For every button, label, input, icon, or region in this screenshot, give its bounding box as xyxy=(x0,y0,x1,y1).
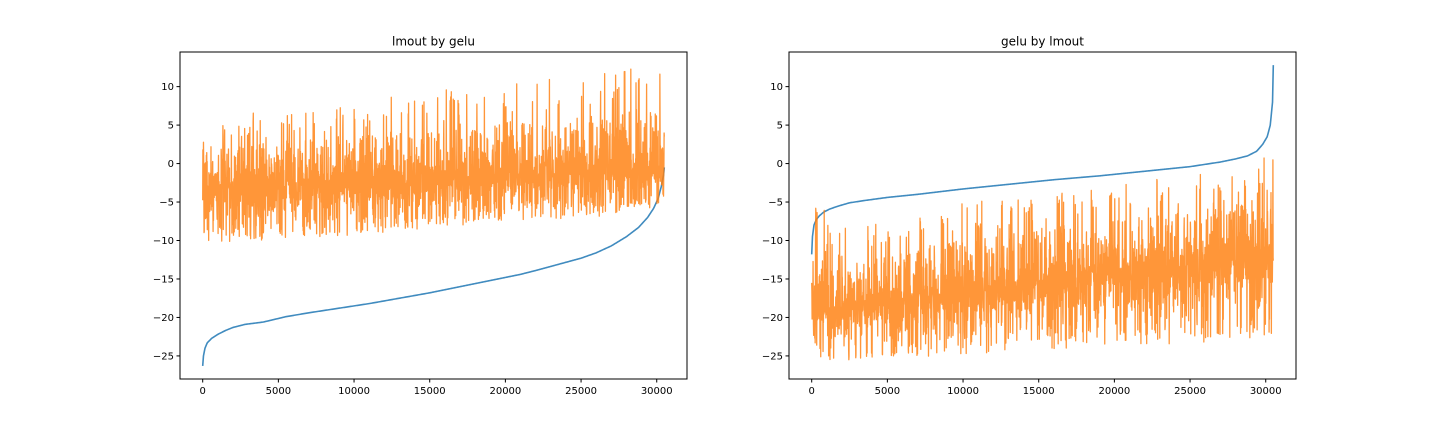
right-plot-area xyxy=(810,65,1275,361)
right-x-tick-label-1: 5000 xyxy=(875,386,900,397)
right-x-tick-label-4: 20000 xyxy=(1098,386,1130,397)
right-y-tick-label-2: −15 xyxy=(762,274,783,285)
right-x-tick-label-5: 25000 xyxy=(1174,386,1206,397)
left-series-1-line xyxy=(202,68,665,242)
left-x-tick-label-2: 10000 xyxy=(338,386,370,397)
right-x-tick-label-6: 30000 xyxy=(1250,386,1282,397)
right-chart-title: gelu by lmout xyxy=(1001,35,1084,49)
right-y-tick-label-7: 10 xyxy=(770,82,783,93)
right-y-tick-label-4: −5 xyxy=(768,198,783,209)
left-axes-frame xyxy=(179,51,688,380)
left-y-ticks: −25 −20 −15 −10 −5 0 5 10 xyxy=(153,82,180,362)
left-y-tick-label-2: −15 xyxy=(153,274,174,285)
left-series-layer xyxy=(201,68,666,366)
left-y-tick-label-3: −10 xyxy=(153,236,174,247)
left-x-ticks: 0 5000 10000 15000 20000 25000 30000 xyxy=(200,379,673,397)
left-subplot: lmout by gelu 0 5000 10000 15000 20000 25000 3… xyxy=(153,35,688,397)
left-plot-area xyxy=(201,68,666,366)
right-series-layer xyxy=(810,65,1275,361)
left-y-tick-label-6: 5 xyxy=(168,121,174,132)
right-x-ticks: 0 5000 10000 15000 20000 25000 30000 xyxy=(809,379,1282,397)
left-series-0-line xyxy=(201,167,666,366)
right-y-ticks: −25 −20 −15 −10 −5 0 5 10 xyxy=(762,82,789,362)
right-x-tick-label-3: 15000 xyxy=(1023,386,1055,397)
left-y-tick-label-0: −25 xyxy=(153,351,174,362)
left-chart-title: lmout by gelu xyxy=(392,35,475,49)
right-subplot: gelu by lmout 0 5000 10000 15000 20000 25000 3… xyxy=(762,35,1297,397)
right-y-tick-label-5: 0 xyxy=(777,159,783,170)
right-y-tick-label-0: −25 xyxy=(762,351,783,362)
left-y-tick-label-4: −5 xyxy=(159,198,174,209)
left-x-tick-label-1: 5000 xyxy=(266,386,291,397)
right-x-tick-label-0: 0 xyxy=(809,386,815,397)
left-x-tick-label-3: 15000 xyxy=(414,386,446,397)
left-x-tick-label-6: 30000 xyxy=(641,386,673,397)
right-axes-frame xyxy=(788,51,1297,380)
right-y-tick-label-6: 5 xyxy=(777,121,783,132)
left-x-tick-label-0: 0 xyxy=(200,386,206,397)
left-y-tick-label-1: −20 xyxy=(153,313,174,324)
right-y-tick-label-3: −10 xyxy=(762,236,783,247)
right-series-0-line xyxy=(810,65,1275,255)
left-y-tick-label-7: 10 xyxy=(161,82,174,93)
right-y-tick-label-1: −20 xyxy=(762,313,783,324)
left-y-tick-label-5: 0 xyxy=(168,159,174,170)
right-x-tick-label-2: 10000 xyxy=(947,386,979,397)
right-series-1-line xyxy=(811,157,1274,361)
left-x-tick-label-5: 25000 xyxy=(565,386,597,397)
left-x-tick-label-4: 20000 xyxy=(489,386,521,397)
